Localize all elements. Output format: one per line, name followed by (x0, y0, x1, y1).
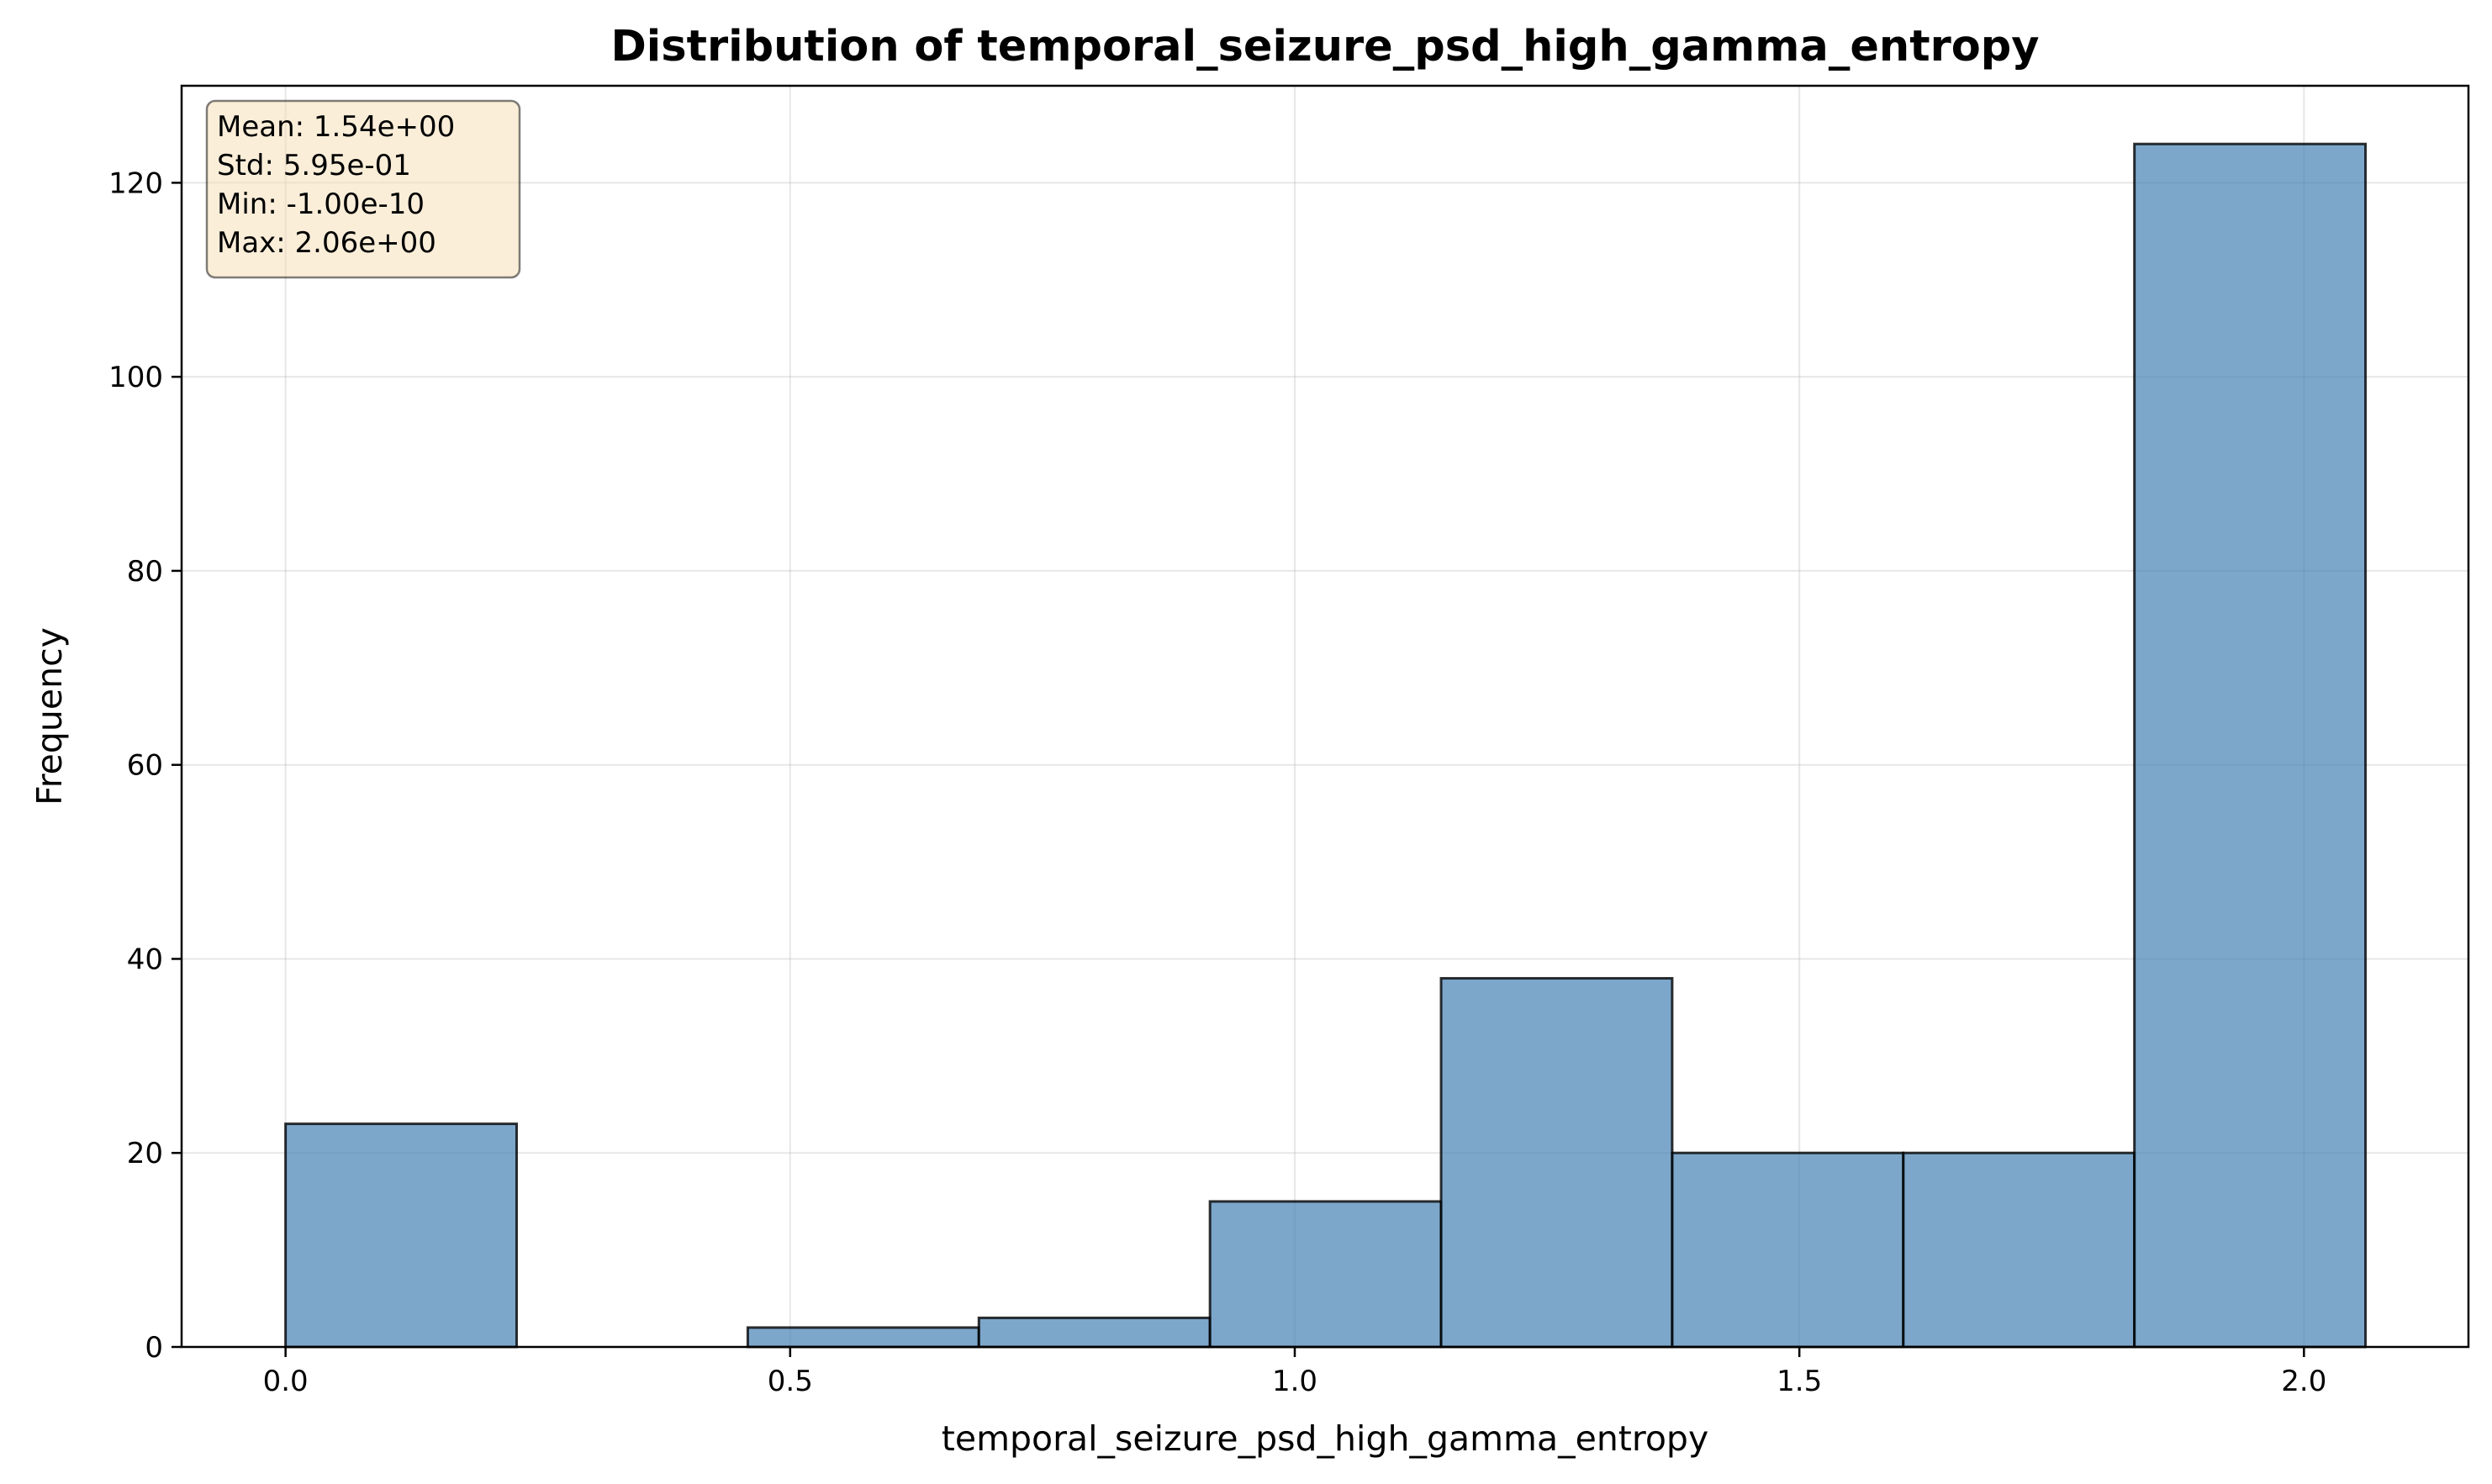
histogram-bar (1208, 1200, 1443, 1349)
y-tick-label: 120 (108, 166, 163, 200)
y-tick-label: 80 (127, 555, 163, 589)
stats-max: Max: 2.06e+00 (217, 226, 436, 260)
stats-std: Std: 5.95e-01 (217, 149, 411, 182)
y-axis-label: Frequency (29, 627, 70, 805)
x-axis-ticks: 0.0 0.5 1.0 1.5 2.0 (263, 1347, 2326, 1398)
chart-title: Distribution of temporal_seizure_psd_hig… (610, 22, 2039, 71)
histogram-bar (1902, 1151, 2136, 1349)
x-tick-label: 0.5 (768, 1365, 813, 1398)
y-tick-label: 40 (127, 943, 163, 976)
y-axis-ticks: 0 20 40 60 80 100 120 (108, 166, 182, 1365)
histogram-bar (977, 1316, 1212, 1349)
stats-box-background (205, 99, 521, 279)
x-axis-label: temporal_seizure_psd_high_gamma_entropy (942, 1418, 1708, 1459)
x-tick-label: 1.5 (1777, 1365, 1822, 1398)
histogram-bar (284, 1122, 519, 1349)
y-tick-label: 60 (127, 749, 163, 783)
y-tick-label: 0 (145, 1331, 163, 1365)
histogram-bar (1439, 977, 1674, 1349)
x-tick-label: 1.0 (1272, 1365, 1317, 1398)
y-tick-label: 20 (127, 1137, 163, 1170)
y-tick-label: 100 (108, 361, 163, 394)
x-tick-label: 2.0 (2281, 1365, 2326, 1398)
stats-min: Min: -1.00e-10 (217, 187, 425, 221)
plot-frame (180, 84, 2470, 1349)
stats-mean: Mean: 1.54e+00 (217, 110, 455, 144)
stats-box: Mean: 1.54e+00 Std: 5.95e-01 Min: -1.00e… (205, 99, 521, 279)
histogram-bars (284, 142, 2368, 1349)
histogram-bar (2133, 142, 2368, 1349)
x-tick-label: 0.0 (263, 1365, 309, 1398)
histogram-bar (1671, 1151, 1905, 1349)
histogram-bar (746, 1326, 980, 1349)
